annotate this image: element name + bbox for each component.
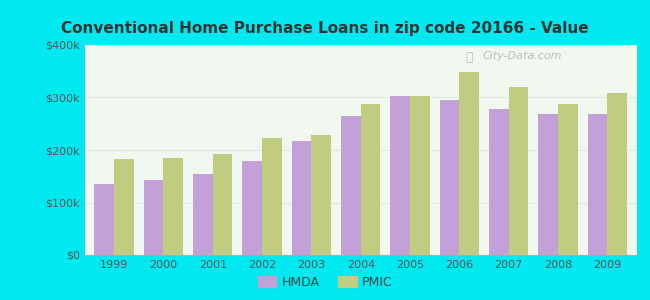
Bar xyxy=(341,116,361,255)
Bar xyxy=(538,114,558,255)
Bar xyxy=(439,100,460,255)
Bar xyxy=(509,87,528,255)
Text: ⓘ: ⓘ xyxy=(465,51,473,64)
Bar xyxy=(242,160,262,255)
Bar xyxy=(94,184,114,255)
Bar xyxy=(262,138,282,255)
Bar xyxy=(311,135,331,255)
Bar xyxy=(114,159,134,255)
Bar xyxy=(489,109,509,255)
Bar xyxy=(292,140,311,255)
Legend: HMDA, PMIC: HMDA, PMIC xyxy=(253,271,397,294)
Bar xyxy=(144,180,163,255)
Bar xyxy=(163,158,183,255)
Text: Conventional Home Purchase Loans in zip code 20166 - Value: Conventional Home Purchase Loans in zip … xyxy=(61,21,589,36)
Bar xyxy=(213,154,233,255)
Bar xyxy=(193,174,213,255)
Bar xyxy=(361,104,380,255)
Bar xyxy=(588,114,607,255)
Bar xyxy=(607,93,627,255)
Bar xyxy=(410,96,430,255)
Bar xyxy=(460,72,479,255)
Bar xyxy=(558,104,578,255)
Bar xyxy=(391,96,410,255)
Text: City-Data.com: City-Data.com xyxy=(482,51,562,61)
